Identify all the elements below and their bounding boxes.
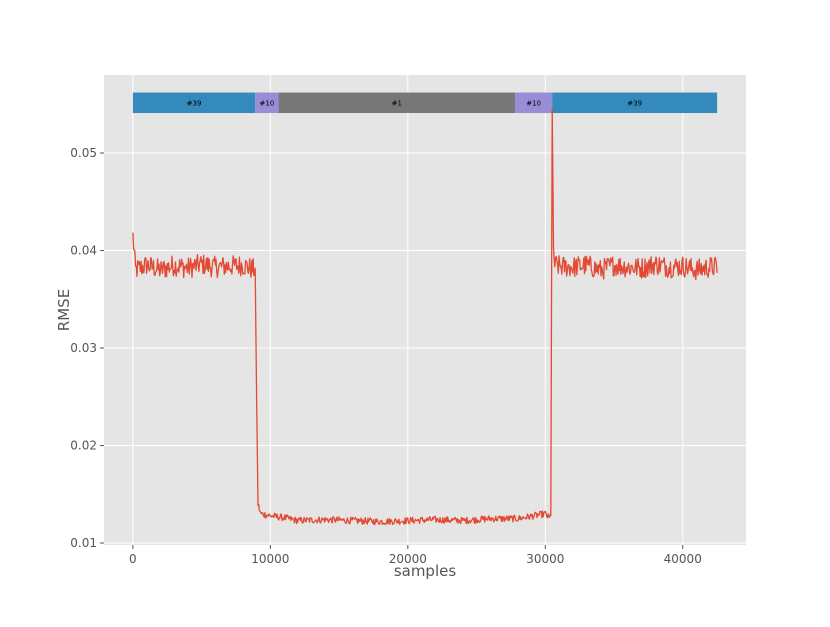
segment-label: #39 — [627, 99, 642, 107]
x-tick-label: 30000 — [526, 552, 564, 566]
x-tick-label: 20000 — [389, 552, 427, 566]
y-axis-title: RMSE — [55, 289, 73, 331]
segment-band: #39 #10 #1 #10 #39 — [132, 92, 718, 114]
segment-bar — [255, 92, 279, 114]
segment-bar — [515, 92, 553, 114]
segment-bar — [132, 92, 256, 114]
segment-bar — [552, 92, 718, 114]
x-tick-label: 40000 — [664, 552, 702, 566]
rmse-series-line — [132, 108, 718, 526]
segment-label: #10 — [260, 99, 275, 107]
y-tick-label: 0.02 — [70, 439, 97, 453]
segment-label: #39 — [187, 99, 202, 107]
x-axis-title: samples — [394, 562, 457, 580]
y-tick-label: 0.01 — [70, 536, 97, 550]
segment-label: #1 — [392, 99, 402, 107]
segment-label: #10 — [526, 99, 541, 107]
x-tick-label: 0 — [129, 552, 137, 566]
y-tick-label: 0.05 — [70, 146, 97, 160]
y-tick-label: 0.03 — [70, 341, 97, 355]
y-tick-label: 0.04 — [70, 244, 97, 258]
grid-lines — [104, 75, 746, 545]
x-tick-label: 10000 — [251, 552, 289, 566]
x-axis-ticks: 0 10000 20000 30000 40000 — [129, 545, 702, 566]
series-layer — [132, 108, 718, 526]
segment-bar — [278, 92, 516, 114]
y-axis-ticks: 0.01 0.02 0.03 0.04 0.05 — [70, 146, 104, 550]
plot-background — [104, 75, 746, 545]
